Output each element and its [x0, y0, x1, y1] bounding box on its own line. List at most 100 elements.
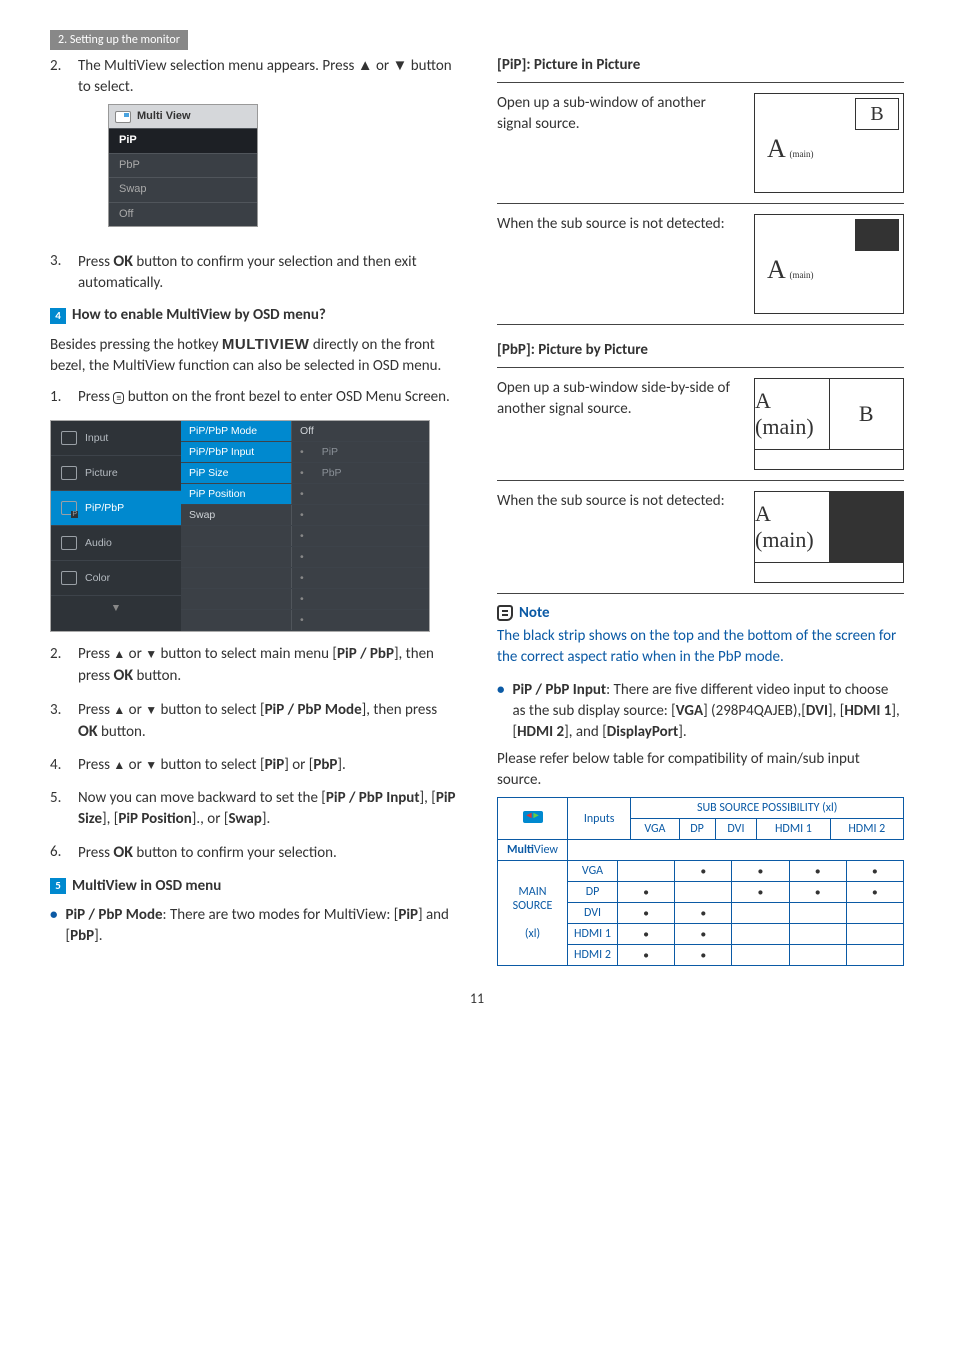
- note-heading: Note: [497, 604, 904, 622]
- right-column: [PiP]: Picture in Picture Open up a sub-…: [497, 56, 904, 966]
- section-4-heading: 4How to enable MultiView by OSD menu?: [50, 306, 457, 324]
- sec4-title: How to enable MultiView by OSD menu?: [72, 306, 326, 324]
- c: [618, 945, 675, 966]
- audio-icon: [61, 536, 77, 550]
- input-arrows-icon: [523, 811, 543, 823]
- compatibility-table: Inputs SUB SOURCE POSSIBILITY (xl) VGA D…: [497, 797, 904, 861]
- tbl-side-label: MAINSOURCE(xl): [498, 861, 568, 966]
- c: [618, 903, 675, 924]
- multiview-icon: [115, 111, 131, 123]
- osd-item-color[interactable]: Color: [51, 561, 181, 596]
- osd-lab: PiP/PbP Mode: [181, 421, 291, 441]
- osd-lab: PiP Size: [181, 463, 291, 483]
- t: PiP / PbP Input: [512, 681, 606, 699]
- c: [732, 945, 789, 966]
- osd-lab: [181, 568, 291, 588]
- main-label: (main): [790, 270, 814, 280]
- pbp-half-a: A (main): [755, 492, 829, 562]
- osd-lab: [181, 547, 291, 567]
- step-num: 2.: [50, 56, 68, 239]
- tbl-top-hd: SUB SOURCE POSSIBILITY (xl): [631, 798, 904, 819]
- numbox-5: 5: [50, 878, 66, 894]
- note-icon: [497, 605, 513, 621]
- c: [732, 903, 789, 924]
- pip-sub-empty: [855, 219, 899, 251]
- osd-item-pip-pbp[interactable]: PiP/PbP: [51, 491, 181, 526]
- pbp-half-a: A (main): [755, 379, 829, 449]
- c: [789, 945, 846, 966]
- pip-main-a: A (main): [767, 255, 814, 285]
- osd-step4: Press ▲ or ▼ button to select [PiP] or […: [78, 755, 457, 776]
- left-column: 2. The MultiView selection menu appears.…: [50, 56, 457, 966]
- mv-item-off[interactable]: Off: [109, 202, 257, 226]
- osd-chevron-down[interactable]: ▼: [51, 596, 181, 620]
- pbp-row-1: Open up a sub-window side-by-side of ano…: [497, 378, 904, 470]
- c: [675, 861, 732, 882]
- t: button on the front bezel to enter OSD M…: [124, 388, 449, 406]
- c: [789, 861, 846, 882]
- section-header: 2. Setting up the monitor: [50, 30, 188, 50]
- pip-heading: [PiP]: Picture in Picture: [497, 56, 904, 74]
- osd-item-picture[interactable]: Picture: [51, 456, 181, 491]
- c: [618, 861, 675, 882]
- osd-item-input[interactable]: Input: [51, 421, 181, 456]
- c: [675, 924, 732, 945]
- mv-item-pip[interactable]: PiP: [109, 128, 257, 152]
- osd-step6: Press OK button to confirm your selectio…: [78, 842, 457, 864]
- pbp-heading: [PbP]: Picture by Picture: [497, 341, 904, 359]
- pbp-row-2: When the sub source is not detected: A (…: [497, 491, 904, 583]
- t: Color: [85, 572, 110, 584]
- page-number: 11: [50, 990, 904, 1007]
- c: [846, 903, 903, 924]
- osd-val: PiP: [291, 442, 429, 462]
- c: [846, 861, 903, 882]
- osd-step3: Press ▲ or ▼ button to select [PiP / PbP…: [78, 700, 457, 743]
- osd-val: [291, 505, 429, 525]
- pbp-diagram-2: A (main): [754, 491, 904, 583]
- main-label: (main): [755, 414, 814, 439]
- step-num: 3.: [50, 251, 68, 294]
- two-column-layout: 2. The MultiView selection menu appears.…: [50, 56, 904, 966]
- mv-item-pbp[interactable]: PbP: [109, 153, 257, 177]
- divider: [497, 367, 904, 368]
- pbp-half-empty: [829, 492, 904, 562]
- c: [789, 903, 846, 924]
- osd-step5: Now you can move backward to set the [Pi…: [78, 788, 457, 830]
- c: [846, 882, 903, 903]
- step2-text: The MultiView selection menu appears. Pr…: [78, 56, 457, 98]
- tbl-col: VGA: [631, 819, 679, 840]
- a-label: A: [767, 134, 786, 163]
- pbp1-text: Open up a sub-window side-by-side of ano…: [497, 378, 742, 420]
- step-num: 2.: [50, 644, 68, 687]
- osd-val: [291, 610, 429, 630]
- divider: [497, 82, 904, 83]
- a-label: A: [755, 388, 770, 413]
- multiview-hotkey-label: MULTIVIEW: [222, 336, 310, 353]
- pbp2-text: When the sub source is not detected:: [497, 491, 742, 512]
- c: [618, 882, 675, 903]
- t: Picture: [85, 467, 118, 479]
- tbl-mv: MultiView: [498, 840, 568, 861]
- compatibility-table-body: MAINSOURCE(xl) VGA DP DVI HDMI 1 HDMI 2: [497, 860, 904, 966]
- mv-item-swap[interactable]: Swap: [109, 177, 257, 201]
- tbl-row-name: HDMI 1: [568, 924, 618, 945]
- pbp-diagram-1: A (main) B: [754, 378, 904, 470]
- pip-sub-b: B: [855, 98, 899, 130]
- osd-right-panel: PiP/PbP ModeOff PiP/PbP InputPiP PiP Siz…: [181, 421, 429, 631]
- c: [732, 861, 789, 882]
- t: Input: [85, 432, 108, 444]
- divider: [497, 480, 904, 481]
- c: [675, 903, 732, 924]
- osd-item-audio[interactable]: Audio: [51, 526, 181, 561]
- input-icon: [61, 431, 77, 445]
- a-label: A: [767, 255, 786, 284]
- color-icon: [61, 571, 77, 585]
- osd-step1: Press ≡ button on the front bezel to ent…: [78, 387, 457, 408]
- t: Besides pressing the hotkey: [50, 336, 222, 354]
- ok-label: OK: [113, 252, 133, 271]
- sec4-intro: Besides pressing the hotkey MULTIVIEW di…: [50, 334, 457, 377]
- c: [732, 924, 789, 945]
- pip-diagram-1: B A (main): [754, 93, 904, 193]
- t: PiP / PbP Mode: [65, 906, 162, 924]
- tbl-row-name: VGA: [568, 861, 618, 882]
